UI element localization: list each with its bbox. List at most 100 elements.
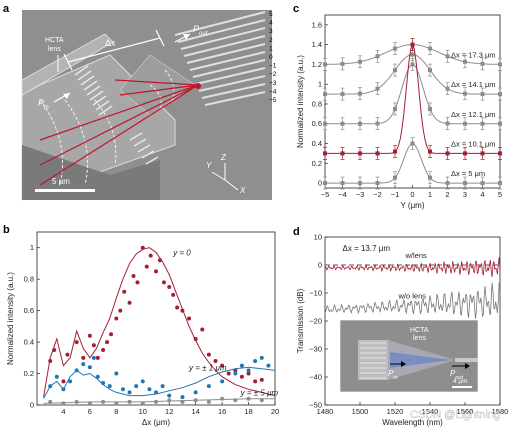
data-point (253, 358, 258, 363)
pout-label: Pout (193, 24, 208, 37)
y-tick-label: 0.6 (312, 119, 322, 128)
series-label: Δx = 17.3 μm (451, 51, 496, 60)
y-tick-label: 1.2 (312, 60, 322, 69)
waveguide-number: 4 (269, 20, 273, 27)
x-tick-label: −5 (321, 190, 330, 199)
data-point (61, 387, 66, 392)
data-point (118, 308, 123, 313)
data-point (175, 305, 180, 310)
axis-x-label: X (239, 186, 246, 195)
data-point (114, 316, 119, 321)
dx-label: Δx (105, 38, 116, 48)
panel-d: d 1480 1500 1520 1540 1560 1580 −50 −40 −30 −20 −1… (293, 226, 508, 427)
data-point (120, 387, 125, 392)
data-point (193, 398, 198, 403)
waveguide-number: −5 (269, 97, 277, 104)
scale-bar (35, 189, 95, 192)
data-point (259, 377, 264, 382)
data-point (445, 86, 450, 91)
data-point (140, 379, 145, 384)
data-point (428, 149, 432, 154)
dx-annotation: Δx = 13.7 μm (343, 244, 391, 253)
inset-scale-label: 4 μm (453, 378, 468, 385)
data-point (87, 333, 92, 338)
series-label-with-lens: w/lens (405, 251, 428, 260)
x-tick-label: 6 (88, 407, 92, 416)
y-axis-label: Normalized intensity (a.u.) (296, 55, 305, 148)
data-point (375, 151, 380, 156)
data-point (480, 181, 485, 186)
data-point (91, 355, 96, 360)
input-waveguide (21, 33, 114, 96)
data-point (480, 61, 485, 66)
x-tick-label: 10 (139, 407, 147, 416)
data-point (160, 384, 165, 389)
waveguide-number: −3 (269, 80, 277, 87)
data-point (74, 399, 79, 404)
data-point (220, 363, 225, 368)
data-point (358, 121, 362, 126)
panel-b-letter: b (3, 224, 10, 236)
data-point (463, 59, 467, 64)
y-tick-label: 1.6 (312, 20, 322, 29)
y-tick-label: −30 (309, 345, 322, 354)
y-tick-label: 10 (314, 233, 322, 242)
data-point (480, 121, 485, 126)
data-point (148, 253, 153, 258)
data-point (340, 61, 345, 66)
hcta-label-line2: lens (48, 46, 61, 53)
data-point (206, 399, 211, 404)
data-point (220, 379, 225, 384)
data-point (323, 181, 327, 186)
data-point (226, 371, 231, 376)
panel-a: a (3, 3, 277, 201)
data-point (340, 151, 345, 156)
plot-frame (36, 231, 276, 406)
inset-pout-arrow-head (465, 363, 470, 369)
watermark-text: CSDN @Lightning (410, 409, 500, 421)
waveguide-numbers: 5 43 21 0 −1−2 −3−4 −5 (269, 11, 277, 104)
y-tick-label: 0 (318, 261, 322, 270)
x-tick-label: 0 (410, 190, 414, 199)
x-tick-label: 1560 (457, 407, 474, 416)
data-point (114, 401, 119, 406)
data-point (340, 121, 345, 126)
inset-output-waveguide (455, 358, 478, 362)
data-point (167, 398, 172, 403)
data-point (101, 399, 106, 404)
data-point (68, 379, 73, 384)
data-point (154, 269, 158, 274)
data-point (193, 336, 198, 341)
waveguide-number: 3 (269, 28, 273, 35)
data-point (48, 384, 53, 389)
x-tick-label: 1480 (317, 407, 334, 416)
data-point (239, 374, 244, 379)
data-point (171, 292, 176, 297)
x-tick-label: 2 (445, 190, 449, 199)
inset-grating-block (358, 340, 388, 380)
data-point (114, 371, 119, 376)
data-point (463, 121, 467, 126)
inset-hcta-label-line2: lens (413, 335, 426, 342)
data-point (140, 245, 145, 250)
data-point (246, 368, 251, 373)
data-point (428, 46, 432, 51)
data-point (323, 121, 327, 126)
inset-pout-text: P (450, 369, 456, 378)
lower-block (22, 145, 160, 200)
data-point (48, 399, 53, 404)
waveguide-number: 2 (269, 37, 273, 44)
series-label-without-lens: w/o lens (398, 292, 427, 301)
data-point (393, 149, 397, 154)
data-point (91, 343, 96, 348)
inset-pout-sub: out (455, 375, 463, 381)
x-tick-label: 1500 (352, 407, 369, 416)
data-point (140, 401, 145, 406)
data-point (393, 175, 397, 180)
data-point (87, 365, 92, 370)
data-point (253, 379, 258, 384)
data-point (101, 347, 106, 352)
waveguide-number: 5 (269, 11, 273, 18)
inset-pout-label: Pout (450, 369, 463, 381)
